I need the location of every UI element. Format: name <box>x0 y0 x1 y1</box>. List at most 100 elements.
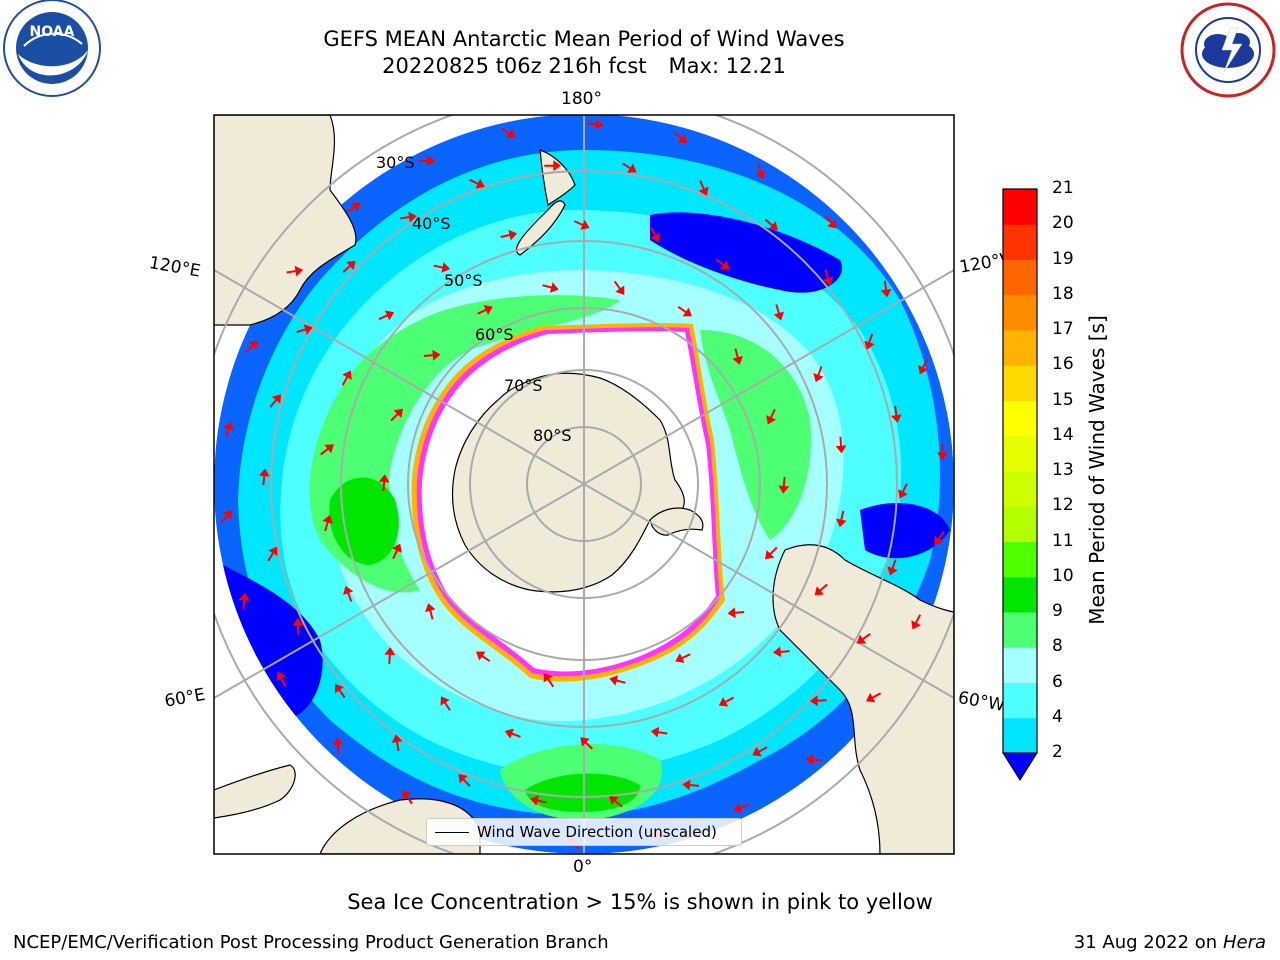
wind-wave-arrow <box>621 162 637 173</box>
wind-wave-arrow <box>542 282 559 293</box>
antarctica <box>451 372 685 593</box>
new-zealand-south <box>515 200 566 256</box>
wind-wave-arrow <box>649 227 660 243</box>
wind-wave-arrow <box>727 607 745 619</box>
wind-wave-arrow <box>898 483 908 499</box>
wind-wave-arrow <box>772 646 790 658</box>
colorbar-frame <box>1002 188 1038 754</box>
wind-wave-arrow <box>500 229 518 241</box>
wind-wave-arrow <box>609 796 623 808</box>
wind-wave-arrow <box>296 324 313 335</box>
meridian-60e-120w <box>214 269 954 699</box>
nws-logo <box>1180 2 1276 98</box>
wind-wave-arrow <box>245 340 259 353</box>
colorbar-cell <box>1003 224 1037 260</box>
colorbar-cell <box>1003 717 1037 754</box>
madagascar <box>214 764 296 819</box>
colorbar-cell <box>1003 682 1037 719</box>
colorbar-tick-label: 4 <box>1052 706 1063 727</box>
wind-wave-arrow <box>675 653 691 663</box>
field-band-below-2-ne <box>650 212 842 293</box>
wind-wave-arrow <box>766 408 776 425</box>
wind-wave-arrow <box>677 305 692 317</box>
south-america <box>772 544 954 854</box>
max-value: Max: 12.21 <box>668 54 786 78</box>
wind-wave-arrow <box>586 118 604 130</box>
wind-wave-arrow <box>425 603 436 620</box>
colorbar-tick-label: 8 <box>1052 636 1063 657</box>
wind-wave-arrow <box>814 583 828 596</box>
colorbar <box>1002 188 1038 781</box>
wind-wave-arrow <box>322 514 333 532</box>
wind-wave-arrow <box>423 349 441 361</box>
wind-wave-arrow <box>384 647 396 664</box>
wind-wave-arrow <box>276 671 287 687</box>
noaa-logo-text: NOAA <box>30 24 75 40</box>
wind-wave-arrow <box>813 366 824 383</box>
wind-wave-arrow <box>650 726 668 738</box>
wind-wave-arrow <box>342 260 356 273</box>
wind-wave-arrow <box>269 394 282 408</box>
wind-wave-arrow <box>934 530 945 546</box>
wind-wave-arrow <box>267 546 278 562</box>
colorbar-tick-label: 12 <box>1052 495 1074 516</box>
colorbar-label: Mean Period of Wind Waves [s] <box>1085 315 1109 625</box>
footer-date-text: 31 Aug 2022 on <box>1073 932 1218 953</box>
forecast-run: 20220825 t06z 216h fcst <box>382 54 647 78</box>
wind-wave-arrow <box>880 280 892 298</box>
wind-wave-arrow <box>258 468 270 486</box>
wind-wave-arrow <box>440 696 451 711</box>
legend-line-swatch <box>435 832 469 833</box>
wind-wave-arrow <box>341 370 352 386</box>
wind-wave-arrow <box>613 280 625 295</box>
field-band-10-11-west <box>329 477 399 565</box>
wind-wave-arrow <box>765 546 778 560</box>
wind-wave-arrow <box>543 673 555 688</box>
wind-wave-arrow <box>530 795 547 806</box>
lon-label-180: 180° <box>561 89 602 109</box>
wind-wave-arrow <box>378 474 390 492</box>
colorbar-tick-label: 9 <box>1052 601 1063 621</box>
wind-wave-arrow <box>609 675 626 686</box>
wind-wave-arrow <box>580 737 594 750</box>
footer-producer: NCEP/EMC/Verification Post Processing Pr… <box>13 932 609 953</box>
colorbar-tick-label: 11 <box>1052 530 1074 551</box>
chart-title: GEFS MEAN Antarctic Mean Period of Wind … <box>214 26 954 80</box>
wind-wave-arrow <box>476 651 491 663</box>
wind-wave-arrow <box>223 421 234 438</box>
wind-wave-arrow <box>864 333 875 350</box>
colorbar-cell <box>1003 576 1037 613</box>
colorbar-cell <box>1003 400 1037 437</box>
wind-wave-arrow <box>718 696 735 707</box>
sea-ice-note: Sea Ice Concentration > 15% is shown in … <box>347 890 933 914</box>
australia <box>214 115 357 326</box>
colorbar-cell <box>1003 294 1037 331</box>
colorbar-tick-label: 6 <box>1052 671 1063 692</box>
wind-wave-arrow <box>458 773 471 787</box>
wind-wave-arrow <box>918 358 929 375</box>
colorbar-tick-label: 10 <box>1052 565 1074 586</box>
wind-wave-arrow <box>887 559 898 576</box>
wind-wave-arrow <box>501 127 516 138</box>
wind-wave-arrow <box>402 790 413 805</box>
footer-date: 31 Aug 2022 on Hera <box>1074 932 1266 953</box>
colorbar-tick-label: 15 <box>1052 389 1074 410</box>
wind-wave-arrow <box>378 310 395 321</box>
wind-wave-arrow <box>773 304 785 321</box>
wind-wave-arrow <box>343 585 354 602</box>
colorbar-cell <box>1003 435 1037 472</box>
wind-wave-arrow <box>332 737 344 754</box>
colorbar-cell <box>1003 365 1037 401</box>
wind-wave-arrow <box>732 348 743 365</box>
wind-wave-arrow <box>755 162 766 180</box>
wind-wave-arrows <box>220 118 948 850</box>
wind-wave-arrow <box>936 443 948 461</box>
map-frame <box>213 114 955 855</box>
colorbar-tick-label: 18 <box>1052 283 1074 304</box>
wind-wave-arrow <box>286 265 304 277</box>
wind-wave-arrow <box>764 218 778 231</box>
colorbar-tick-label: 13 <box>1052 460 1074 480</box>
wind-wave-arrow <box>891 406 902 423</box>
wind-wave-arrow <box>824 215 837 229</box>
